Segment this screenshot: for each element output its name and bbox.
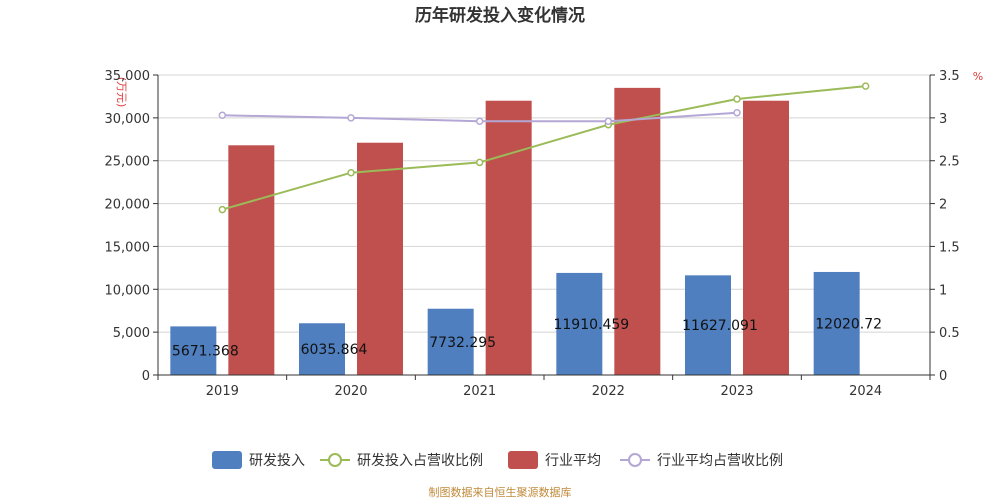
x-tick-label: 2024	[849, 384, 882, 399]
data-label: 6035.864	[301, 342, 368, 358]
y-left-axis: 0 5,000 10,000 15,000 20,000 25,000 30,000 35,0…	[105, 69, 159, 384]
gridlines	[158, 74, 930, 333]
data-labels: 5671.368 6035.864 7732.295 11910.459 11627.0…	[172, 316, 882, 359]
y-right-tick-label: 0	[939, 369, 947, 384]
bar-rd-investment-2024	[813, 271, 860, 375]
bar-series	[170, 87, 860, 375]
line-series	[218, 82, 870, 214]
y-right-tick-label: 3.5	[939, 69, 960, 84]
line-point	[733, 95, 741, 103]
bar-industry-average-2023	[743, 100, 789, 375]
bar-industry-average-2020	[357, 142, 403, 375]
line-point	[347, 168, 355, 177]
bar-rd-investment-2019	[170, 326, 217, 375]
legend-label: 研发投入占营收比例	[357, 453, 483, 469]
bar-industry-average-2019	[228, 145, 275, 375]
data-label: 12020.72	[815, 316, 882, 332]
y-left-tick-label: 0	[142, 369, 150, 384]
line-point	[218, 111, 227, 120]
legend-swatch	[212, 451, 242, 469]
legend-label: 行业平均	[545, 453, 601, 469]
y-right-tick-label: 1	[939, 283, 947, 298]
legend-marker	[628, 453, 642, 467]
line-point	[347, 114, 355, 122]
y-right-tick-label: 2.5	[939, 155, 960, 170]
y-right-unit: %	[973, 70, 983, 83]
y-left-tick-label: 10,000	[105, 283, 151, 298]
y-left-tick-label: 25,000	[105, 155, 151, 170]
x-tick-label: 2019	[206, 384, 239, 399]
legend-item[interactable]: 行业平均	[508, 451, 601, 469]
x-tick-label: 2020	[334, 384, 367, 399]
line-rd-ratio	[222, 85, 866, 211]
bar-industry-average-2022	[614, 87, 661, 375]
y-right-axis: 0 0.5 1 1.5 2 2.5 3 3.5	[929, 69, 960, 384]
legend-item[interactable]: 研发投入	[212, 451, 305, 469]
bar-rd-investment-2023	[685, 275, 731, 375]
line-point	[733, 108, 741, 117]
legend-item[interactable]: 研发投入占营收比例	[320, 453, 483, 469]
x-tick-label: 2021	[463, 384, 496, 399]
y-left-tick-label: 15,000	[105, 240, 151, 255]
data-label: 5671.368	[172, 344, 239, 360]
legend-swatch	[508, 451, 538, 469]
source-note: 制图数据来自恒生聚源数据库	[429, 485, 572, 499]
legend[interactable]: 研发投入 研发投入占营收比例 行业平均 行业平均占营收比例	[212, 451, 783, 469]
chart-title: 历年研发投入变化情况	[415, 5, 585, 26]
bar-rd-investment-2020	[299, 323, 345, 375]
y-right-tick-label: 1.5	[939, 240, 960, 255]
bar-rd-investment-2021	[427, 308, 474, 375]
x-axis: 2019 2020 2021 2022 2023 2024	[157, 374, 931, 399]
line-point	[475, 158, 484, 167]
legend-marker	[328, 453, 342, 467]
y-left-tick-label: 20,000	[105, 198, 151, 213]
data-label: 11910.459	[553, 317, 629, 333]
y-left-tick-label: 35,000	[105, 69, 151, 84]
x-tick-label: 2022	[592, 384, 625, 399]
line-point	[604, 117, 613, 126]
bar-rd-investment-2022	[556, 272, 603, 375]
line-point	[475, 117, 484, 126]
y-right-tick-label: 0.5	[939, 326, 960, 341]
x-tick-label: 2023	[720, 384, 753, 399]
y-left-tick-label: 30,000	[105, 112, 151, 127]
legend-item[interactable]: 行业平均占营收比例	[620, 453, 783, 469]
bar-industry-average-2021	[485, 100, 532, 375]
legend-label: 研发投入	[249, 453, 305, 469]
y-right-tick-label: 2	[939, 198, 947, 213]
line-point	[218, 205, 227, 214]
y-left-tick-label: 5,000	[113, 326, 150, 341]
y-left-unit: (万元)	[115, 77, 128, 108]
data-label: 7732.295	[429, 335, 496, 351]
legend-label: 行业平均占营收比例	[657, 453, 783, 469]
line-point	[861, 82, 870, 90]
y-right-tick-label: 3	[939, 112, 947, 127]
data-label: 11627.091	[682, 318, 758, 334]
